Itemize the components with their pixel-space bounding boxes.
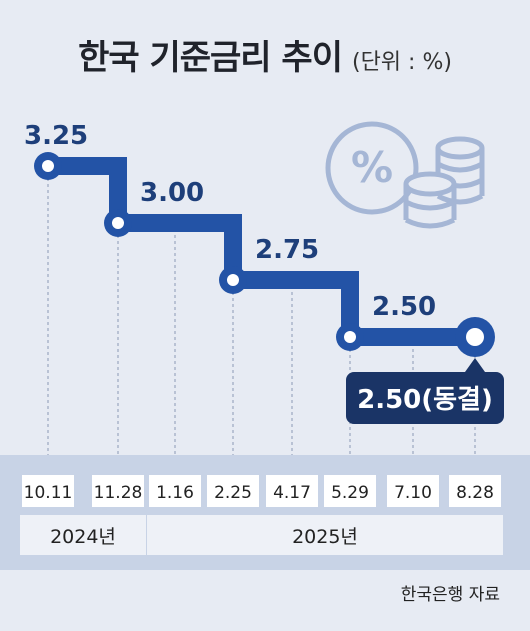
year-box-2024년 [20, 515, 146, 555]
chart-title-block: 한국 기준금리 추이 (단위 : %) [0, 30, 530, 79]
tick-box-4.17 [266, 475, 318, 507]
tick-label-4.17: 4.17 [273, 483, 311, 503]
data-label-2.50: 2.50 [372, 292, 436, 322]
marker-dot-3.00 [112, 217, 124, 229]
data-label-3.00: 3.00 [140, 178, 204, 208]
tick-box-10.11 [22, 475, 74, 507]
tick-box-2.25 [207, 475, 259, 507]
tick-box-1.16 [149, 475, 201, 507]
data-label-layer: 3.25 3.00 2.75 2.50 2.50(동결) [24, 121, 504, 424]
marker-dot-2.50 [344, 331, 356, 343]
year-label-2024년: 2024년 [50, 526, 116, 548]
year-label-2025년: 2025년 [292, 526, 358, 548]
tick-label-11.28: 11.28 [94, 483, 143, 503]
tick-box-8.28 [449, 475, 501, 507]
tick-label-5.29: 5.29 [331, 483, 369, 503]
source-note: 한국은행 자료 [400, 585, 500, 605]
final-badge-pointer [465, 358, 485, 372]
tick-label-10.11: 10.11 [24, 483, 73, 503]
tick-box-7.10 [387, 475, 439, 507]
data-label-2.75: 2.75 [255, 235, 319, 265]
chart-title: 한국 기준금리 추이 [78, 38, 343, 78]
tick-label-layer: 10.11 11.28 1.16 2.25 4.17 5.29 7.10 8.28 2024년 2… [20, 475, 503, 555]
final-badge-label: 2.50(동결) [357, 385, 493, 415]
tick-box-5.29 [324, 475, 376, 507]
tick-label-2.25: 2.25 [214, 483, 252, 503]
svg-text:%: % [351, 143, 393, 192]
tick-label-7.10: 7.10 [394, 483, 432, 503]
marker-layer [34, 152, 495, 357]
tick-box-11.28 [92, 475, 144, 507]
tick-label-1.16: 1.16 [156, 483, 194, 503]
marker-dot-2.75 [227, 274, 239, 286]
chart-unit: (단위 : %) [351, 50, 452, 75]
marker-final-dot [466, 328, 484, 346]
marker-dot-3.25 [42, 160, 54, 172]
percent-coins-icon: % [325, 121, 485, 229]
tick-label-8.28: 8.28 [456, 483, 494, 503]
final-badge [346, 372, 504, 424]
year-box-2025년 [147, 515, 503, 555]
data-label-3.25: 3.25 [24, 121, 88, 151]
